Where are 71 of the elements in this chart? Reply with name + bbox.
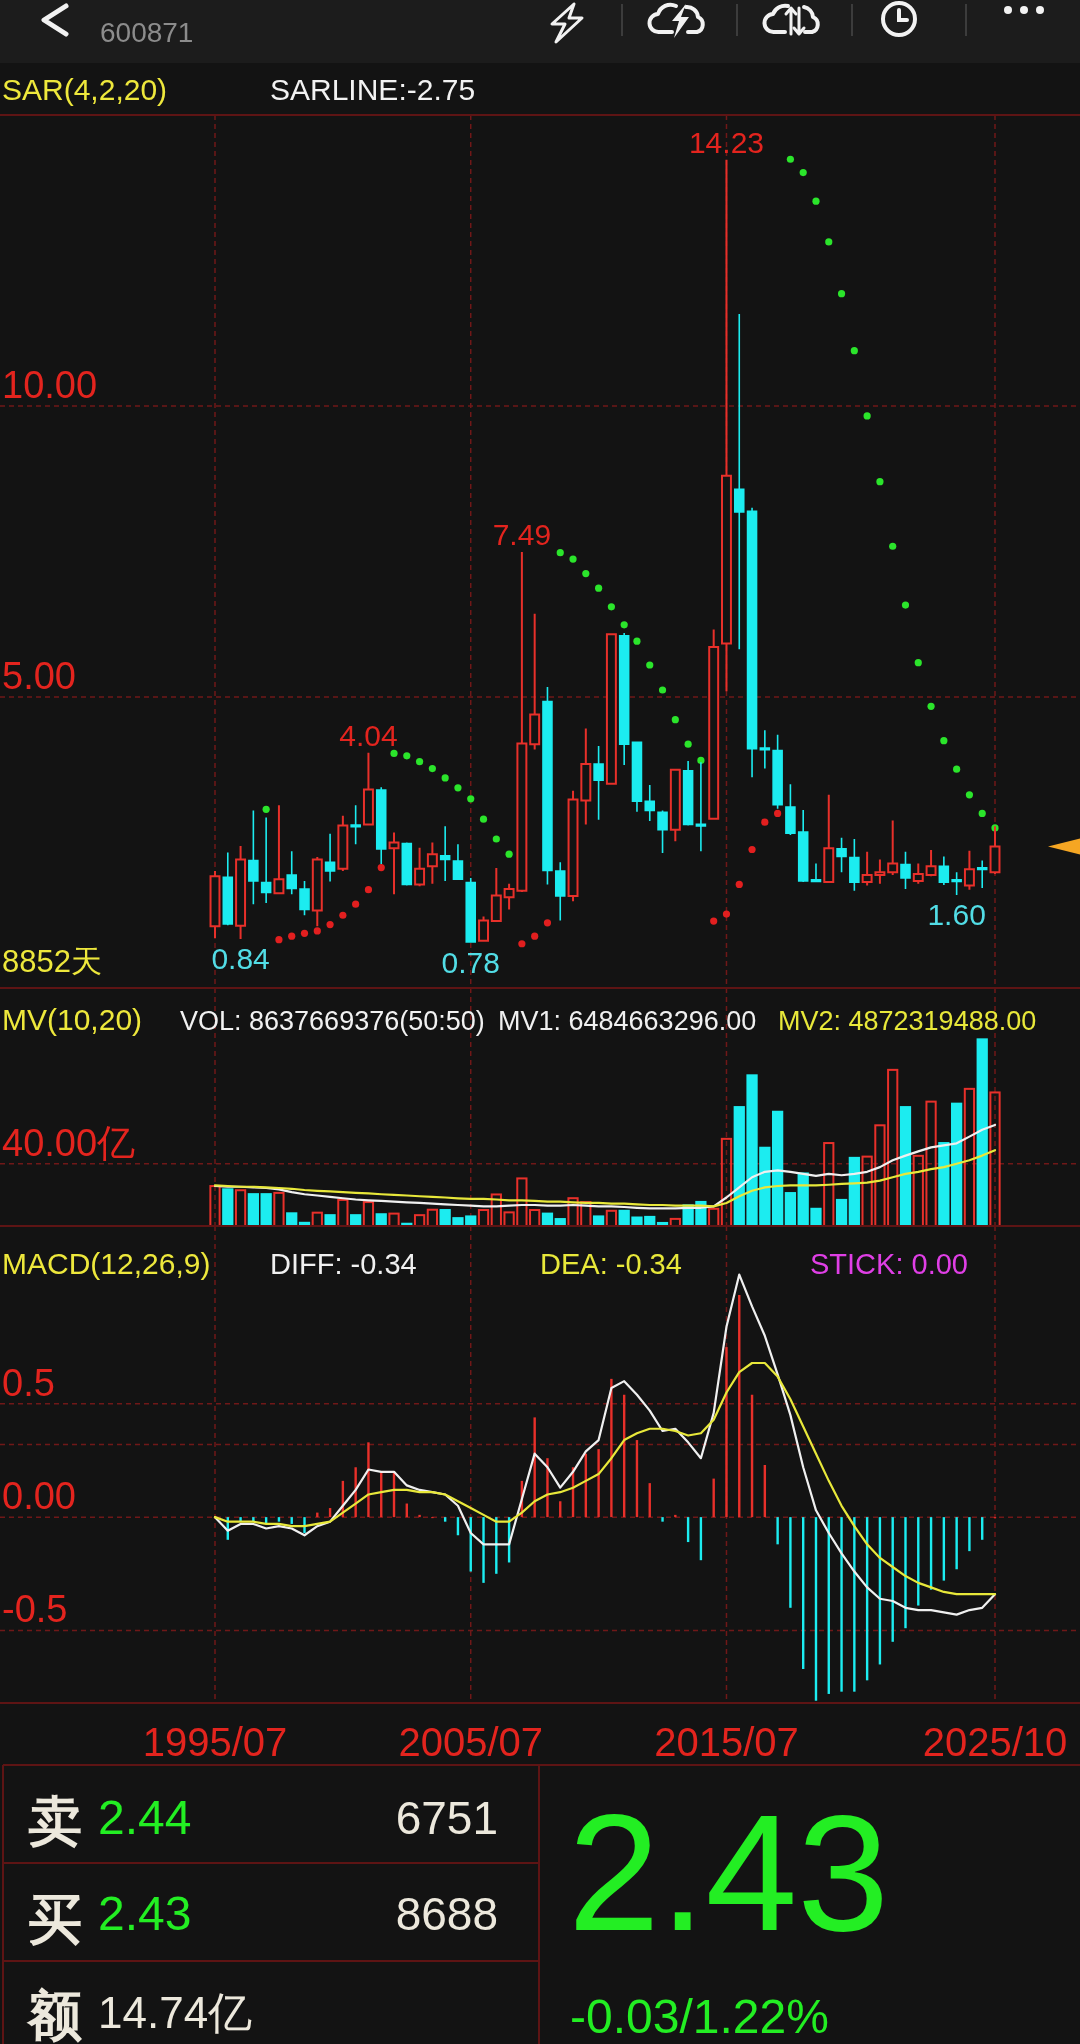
bar — [784, 1192, 797, 1226]
text: 14.74亿 — [98, 1988, 253, 2037]
text: SAR(4,2,20) — [2, 73, 168, 106]
bar — [976, 1038, 988, 1226]
x-tick-label: 2005/07 — [398, 1720, 544, 1764]
text: MV2: 4872319488.00 — [778, 1006, 1037, 1036]
bar — [388, 1212, 400, 1227]
y-tick-label: 40.00亿 — [2, 1121, 136, 1164]
annotation: STICK: 0.00 — [810, 1248, 968, 1280]
bar — [989, 1091, 1001, 1227]
text: SARLINE:-2.75 — [270, 73, 476, 106]
y-tick-label: 5.00 — [2, 655, 76, 697]
text: DIFF: -0.34 — [270, 1248, 417, 1280]
bar — [899, 1106, 912, 1226]
bar — [823, 1142, 835, 1227]
chart-title: MV(10,20) — [2, 1003, 143, 1036]
bar — [362, 1201, 375, 1227]
annotation: 14.23 — [688, 125, 765, 159]
bar — [222, 1188, 234, 1226]
text: DEA: -0.34 — [540, 1248, 682, 1280]
text: 2.43 — [568, 1781, 890, 1965]
annotation: VOL: 8637669376(50:50) — [180, 1006, 485, 1036]
bar — [951, 1102, 963, 1226]
text: 8852天 — [2, 944, 102, 979]
bar — [311, 1211, 323, 1227]
annotation: 1.60 — [927, 897, 986, 931]
bar — [669, 1217, 681, 1227]
text: -0.03/1.22% — [570, 1990, 829, 2043]
bar — [209, 1185, 221, 1227]
bar — [273, 1191, 285, 1227]
bar — [350, 1214, 362, 1226]
bar — [848, 1156, 860, 1226]
bar — [772, 1110, 784, 1226]
text: 2.44 — [98, 1791, 192, 1844]
text: MACD(12,26,9) — [2, 1247, 211, 1280]
bar — [477, 1209, 490, 1227]
bar — [592, 1215, 605, 1226]
bar — [375, 1213, 387, 1226]
bar — [720, 1137, 733, 1227]
x-tick-label: 1995/07 — [142, 1720, 288, 1764]
bar — [286, 1212, 298, 1226]
bar — [413, 1214, 426, 1227]
bar — [426, 1208, 438, 1227]
chart-title: 600871 — [100, 17, 194, 48]
y-tick-label: -0.5 — [2, 1588, 68, 1631]
bar — [938, 1142, 950, 1226]
bar — [337, 1198, 349, 1227]
annotation: 0.78 — [441, 945, 500, 979]
bar — [324, 1214, 336, 1226]
bar — [260, 1193, 272, 1226]
bar — [605, 1209, 618, 1227]
x-tick-label: 2015/07 — [654, 1720, 799, 1764]
annotation: 4.04 — [339, 718, 398, 752]
y-tick-label: 0.00 — [2, 1475, 76, 1518]
bar — [708, 1207, 720, 1227]
text: 卖 — [28, 1791, 82, 1851]
text: 8688 — [395, 1888, 498, 1940]
text: 6751 — [395, 1792, 498, 1844]
bar — [963, 1087, 976, 1227]
annotation: 0.84 — [211, 942, 270, 976]
annotation: 7.49 — [492, 518, 552, 552]
bar — [247, 1193, 259, 1226]
y-tick-label: 10.00 — [2, 364, 98, 406]
text: 额 — [26, 1985, 82, 2044]
text: MV1: 6484663296.00 — [498, 1006, 757, 1036]
bar — [835, 1198, 848, 1226]
bar — [234, 1189, 247, 1227]
x-tick-label: 2025/10 — [922, 1720, 1068, 1764]
y-tick-label: 0.5 — [2, 1361, 55, 1404]
text: 买 — [28, 1889, 82, 1949]
text: 2.43 — [98, 1887, 192, 1940]
